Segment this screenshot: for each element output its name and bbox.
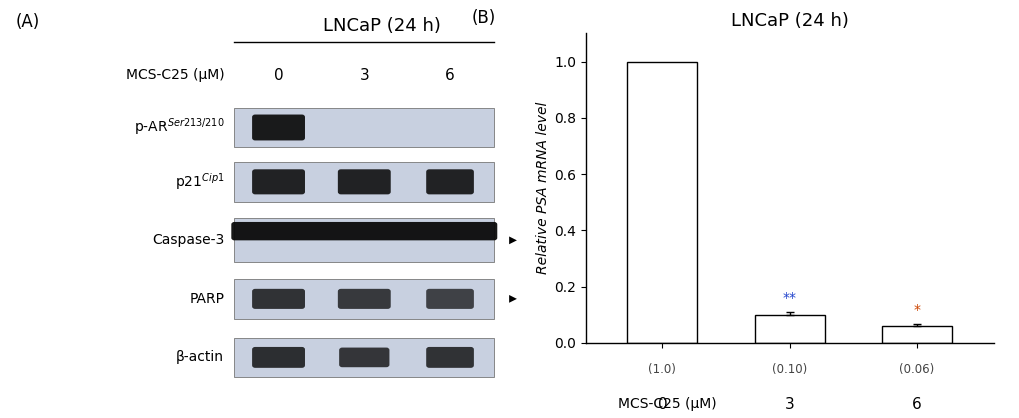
- Bar: [234, 279, 494, 319]
- Text: Caspase-3: Caspase-3: [152, 233, 224, 247]
- Text: (A): (A): [15, 13, 40, 31]
- Text: *: *: [914, 303, 920, 317]
- Text: 3: 3: [785, 397, 795, 412]
- FancyBboxPatch shape: [252, 347, 305, 368]
- FancyBboxPatch shape: [231, 222, 497, 240]
- FancyBboxPatch shape: [338, 289, 390, 309]
- FancyBboxPatch shape: [252, 289, 305, 309]
- Bar: [755, 315, 824, 343]
- Text: MCS-C25 (μM): MCS-C25 (μM): [125, 68, 224, 82]
- FancyBboxPatch shape: [426, 289, 474, 309]
- Bar: [234, 218, 494, 263]
- FancyBboxPatch shape: [338, 169, 390, 194]
- Text: (B): (B): [472, 9, 496, 27]
- Bar: [234, 108, 494, 148]
- Text: PARP: PARP: [190, 292, 224, 306]
- Text: β-actin: β-actin: [176, 350, 224, 364]
- Text: 0: 0: [274, 68, 283, 83]
- FancyBboxPatch shape: [252, 169, 305, 194]
- Text: (1.0): (1.0): [648, 363, 677, 376]
- Bar: [234, 338, 494, 377]
- Y-axis label: Relative PSA mRNA level: Relative PSA mRNA level: [536, 102, 550, 274]
- FancyBboxPatch shape: [252, 115, 305, 140]
- Text: 6: 6: [445, 68, 454, 83]
- Text: 0: 0: [657, 397, 667, 412]
- FancyBboxPatch shape: [339, 348, 389, 367]
- Text: p21$^{Cip1}$: p21$^{Cip1}$: [174, 171, 224, 192]
- Bar: [628, 61, 697, 343]
- Title: LNCaP (24 h): LNCaP (24 h): [731, 13, 849, 31]
- Text: 3: 3: [360, 68, 369, 83]
- FancyBboxPatch shape: [426, 169, 474, 194]
- Text: 6: 6: [912, 397, 922, 412]
- Bar: [234, 162, 494, 202]
- Text: LNCaP (24 h): LNCaP (24 h): [323, 17, 441, 35]
- Text: MCS-C25 (μM): MCS-C25 (μM): [618, 397, 716, 411]
- Bar: [882, 326, 952, 343]
- Text: (0.10): (0.10): [772, 363, 807, 376]
- Text: (0.06): (0.06): [900, 363, 934, 376]
- Text: p-AR$^{Ser213/210}$: p-AR$^{Ser213/210}$: [133, 117, 224, 138]
- FancyBboxPatch shape: [426, 347, 474, 368]
- Text: **: **: [783, 291, 797, 305]
